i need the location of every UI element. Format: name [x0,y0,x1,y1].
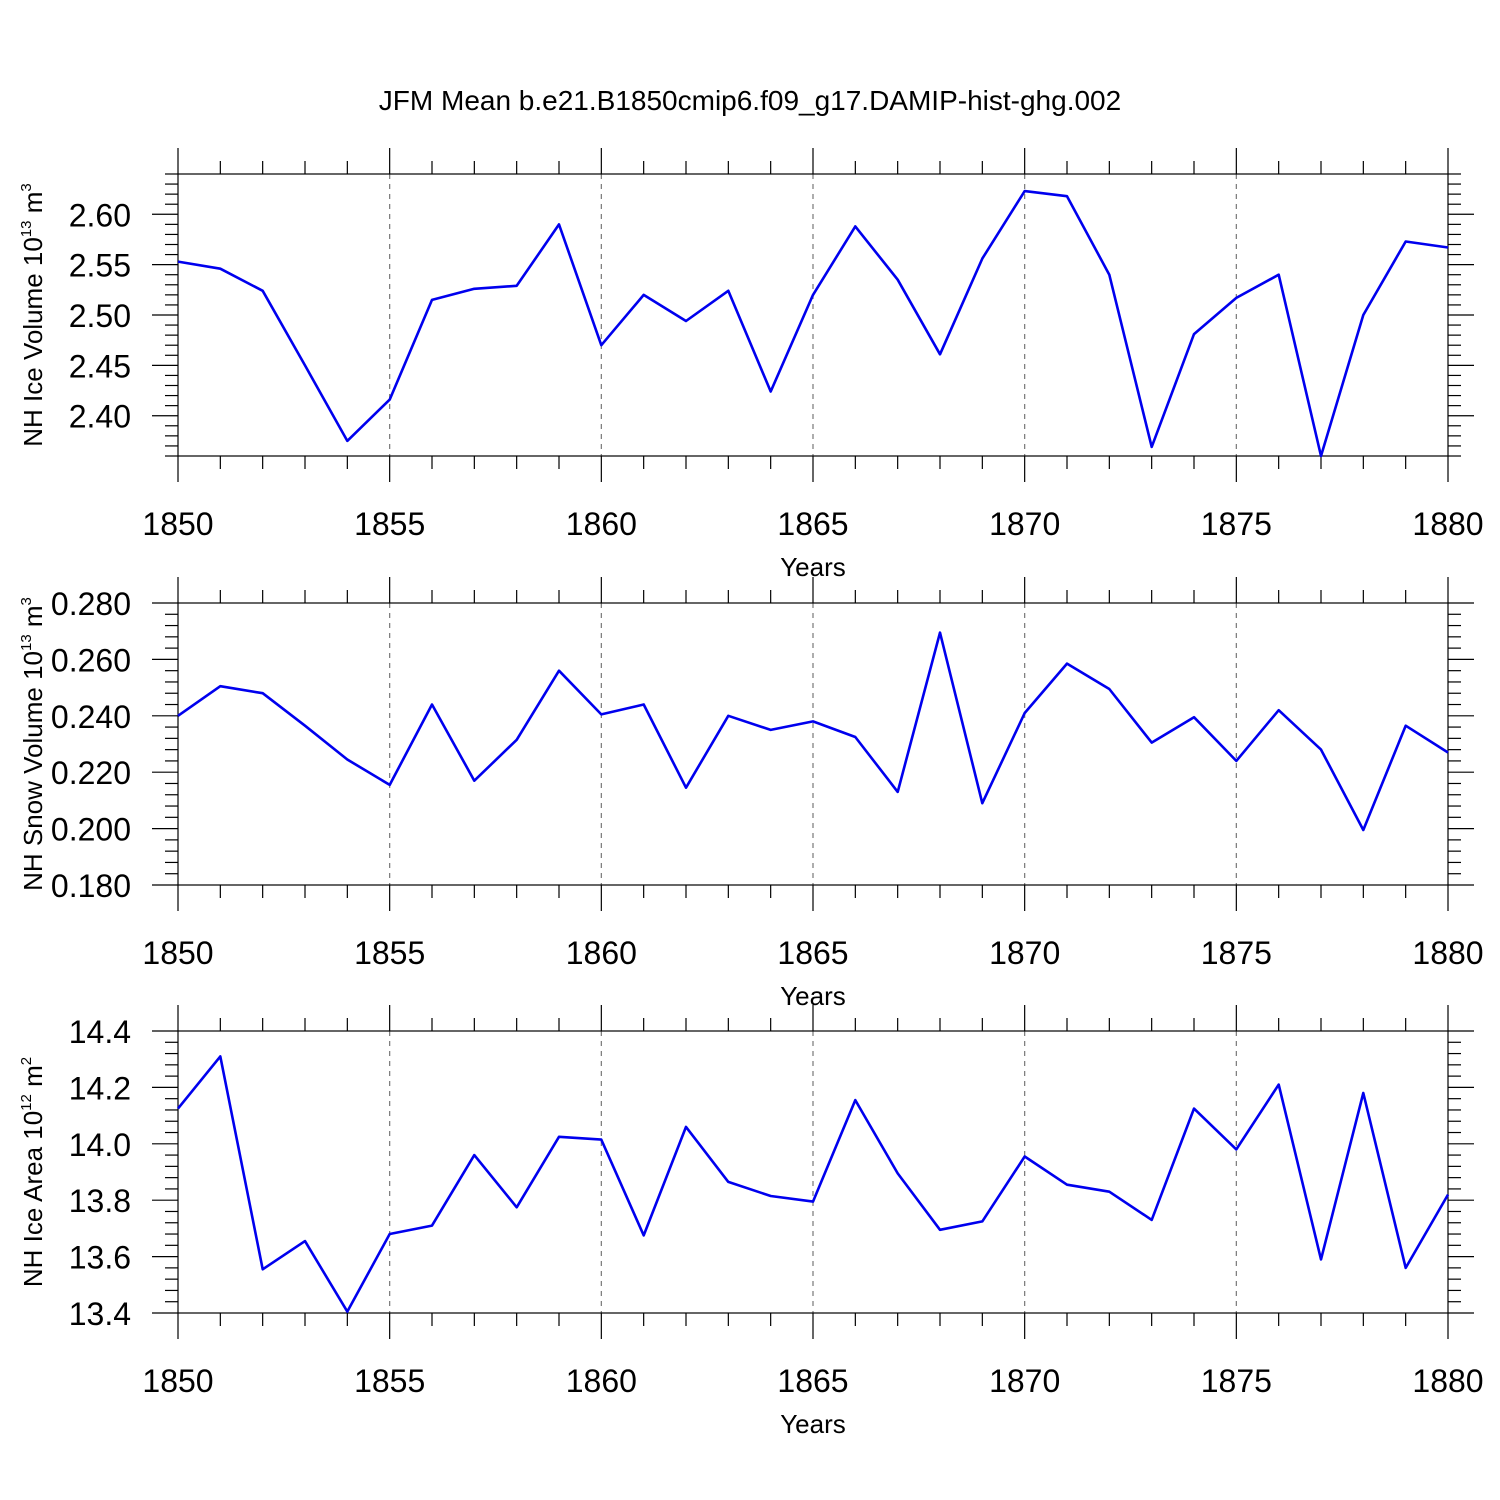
x-tick-label: 1865 [777,1363,848,1399]
y-axis-label-text: NH Ice Volume 10 [18,237,48,447]
y-axis-label: NH Ice Volume 1013 m3 [18,183,48,446]
y-axis-label-superscript: 13 [18,220,35,237]
x-tick-label: 1850 [142,1363,213,1399]
y-tick-label: 2.50 [69,298,131,334]
x-tick-label: 1880 [1412,1363,1483,1399]
y-tick-label: 13.6 [69,1240,131,1276]
x-tick-label: 1860 [566,1363,637,1399]
y-axis-label-superscript: 3 [18,597,35,605]
chart-panel-2: 1850 1855 1860 1865 1870 1875 1880 0.180 0.200 0.… [18,577,1484,1011]
data-line [176,1055,1450,1313]
y-tick-label: 13.4 [69,1296,131,1332]
y-tick-label: 14.4 [69,1014,131,1050]
y-tick-label: 14.2 [69,1070,131,1106]
y-axis-label-text: m [18,1065,48,1094]
y-axis-label-superscript: 3 [18,183,35,191]
x-tick-label: 1860 [566,506,637,542]
x-tick-label: 1875 [1201,506,1272,542]
y-tick-label: 2.60 [69,197,131,233]
y-tick-label: 0.280 [51,586,131,622]
x-tick-label: 1870 [989,935,1060,971]
x-tick-label: 1880 [1412,506,1483,542]
y-tick-label: 0.260 [51,642,131,678]
y-tick-label: 0.180 [51,868,131,904]
y-tick-label: 0.220 [51,755,131,791]
x-tick-label: 1855 [354,1363,425,1399]
y-tick-label: 2.55 [69,248,131,284]
y-axis-label-superscript: 2 [18,1057,35,1065]
x-tick-label: 1870 [989,506,1060,542]
data-line [177,189,1449,458]
y-axis-label: NH Snow Volume 1013 m3 [18,597,48,891]
y-tick-label: 14.0 [69,1127,131,1163]
y-axis-label-superscript: 13 [18,634,35,651]
x-tick-label: 1855 [354,935,425,971]
y-axis-label: NH Ice Area 1012 m2 [18,1057,48,1287]
chart-panel-1: 1850 1855 1860 1865 1870 1875 1880 2.40 2.45 2.50… [18,148,1484,582]
x-tick-label: 1850 [142,935,213,971]
y-axis-label-text: NH Ice Area 10 [18,1111,48,1287]
data-line [177,631,1449,832]
y-tick-label: 2.45 [69,348,131,384]
y-tick-label: 0.200 [51,812,131,848]
x-tick-label: 1855 [354,506,425,542]
y-axis-label-text: m [18,605,48,634]
y-tick-label: 13.8 [69,1183,131,1219]
x-tick-label: 1850 [142,506,213,542]
x-tick-label: 1875 [1201,1363,1272,1399]
y-axis-label-superscript: 12 [18,1094,35,1111]
y-tick-label: 2.40 [69,399,131,435]
chart-title: JFM Mean b.e21.B1850cmip6.f09_g17.DAMIP-… [379,85,1121,116]
y-tick-label: 0.240 [51,699,131,735]
y-axis-label-text: NH Snow Volume 10 [18,651,48,891]
x-axis-label: Years [780,1409,846,1439]
x-tick-label: 1865 [777,935,848,971]
x-tick-label: 1870 [989,1363,1060,1399]
x-tick-label: 1865 [777,506,848,542]
chart-panel-3: 1850 1855 1860 1865 1870 1875 1880 13.4 13.6 13.8… [18,1005,1484,1439]
y-axis-label-text: m [18,192,48,221]
x-tick-label: 1875 [1201,935,1272,971]
x-tick-label: 1880 [1412,935,1483,971]
x-tick-label: 1860 [566,935,637,971]
